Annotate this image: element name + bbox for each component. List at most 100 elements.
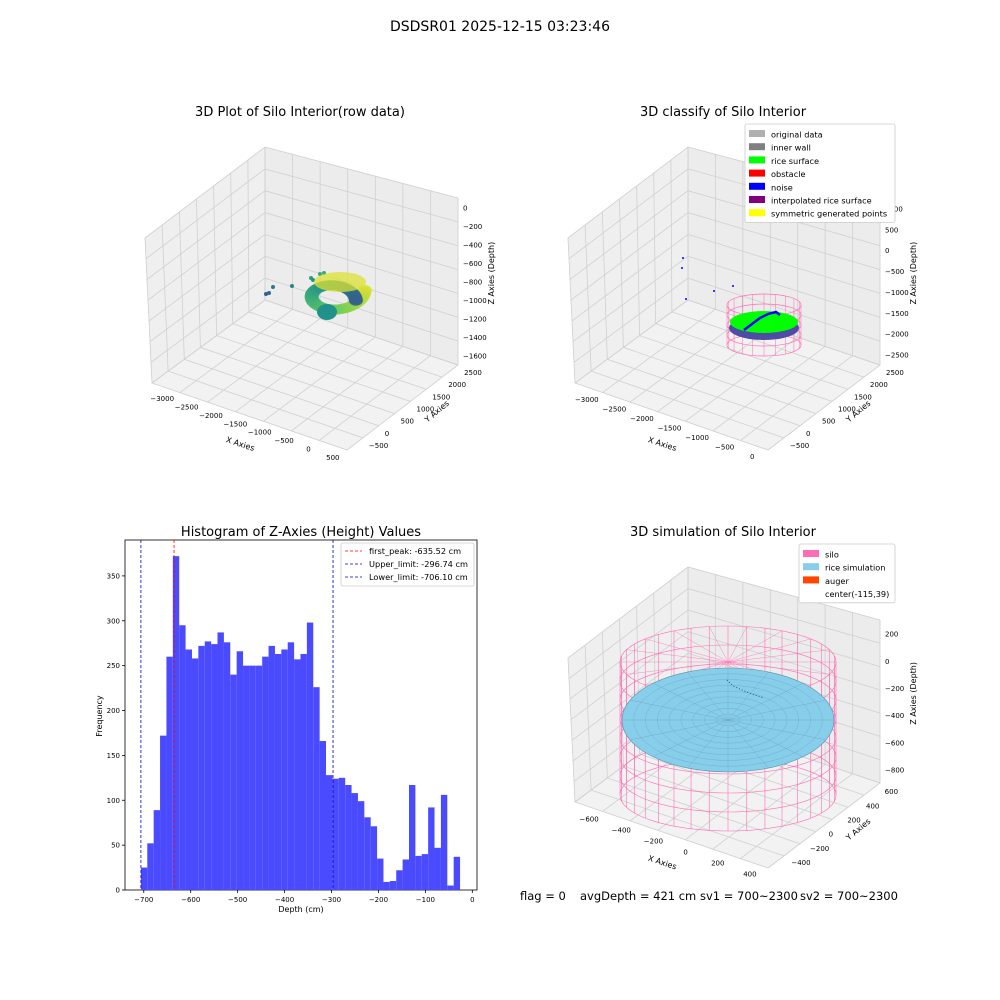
cls-grid-y bbox=[653, 172, 849, 390]
raw-xtick-label: −500 bbox=[274, 437, 293, 445]
cls-legend-swatch bbox=[749, 169, 765, 177]
cls-grid-y bbox=[601, 211, 801, 427]
histogram-legend-label: Upper_limit: -296.74 cm bbox=[369, 559, 468, 569]
cls-ytick-label: 2000 bbox=[870, 381, 888, 389]
sim-xtick-label: −400 bbox=[612, 827, 631, 835]
histogram-bar bbox=[281, 649, 288, 890]
raw-noise-point bbox=[311, 278, 315, 282]
sim-legend-label: rice simulation bbox=[825, 563, 885, 573]
raw-noise-point bbox=[271, 285, 275, 289]
sim-ytick-label: −400 bbox=[791, 859, 810, 867]
footer-sv2: sv2 = 700~2300 bbox=[800, 889, 898, 903]
histogram-ytick-label: 0 bbox=[116, 887, 120, 895]
cls-xlabel: X Axies bbox=[647, 435, 678, 453]
raw-ytick-label: 0 bbox=[385, 430, 389, 438]
histogram-ytick-label: 150 bbox=[107, 752, 120, 760]
footer-avg-depth: avgDepth = 421 cm bbox=[580, 889, 696, 903]
sim-ztick-label: 200 bbox=[885, 631, 898, 639]
cls-legend-swatch bbox=[749, 130, 765, 137]
cls-legend-frame bbox=[744, 123, 896, 223]
histogram-bar bbox=[262, 656, 269, 890]
sim-ytick-label: 200 bbox=[847, 816, 860, 824]
sim-xtick-label: 200 bbox=[711, 860, 724, 868]
raw-grid-y bbox=[213, 185, 411, 402]
cls-xtick-label: 0 bbox=[750, 453, 754, 461]
cls-legend-label: symmetric generated points bbox=[771, 209, 887, 219]
histogram-bar bbox=[236, 651, 244, 890]
panel-raw-title: 3D Plot of Silo Interior(row data) bbox=[195, 105, 405, 120]
raw-ytick-label: 2500 bbox=[464, 369, 482, 377]
sim-rice-mesh-spoke bbox=[630, 699, 729, 721]
panel-histogram: Histogram of Z-Axies (Height) Values −70… bbox=[95, 525, 478, 914]
cls-xtick-label: −1000 bbox=[685, 434, 709, 442]
cls-ztick-label: −500 bbox=[885, 268, 904, 276]
histogram-xtick-label: −200 bbox=[369, 896, 388, 904]
histogram-bar bbox=[434, 847, 441, 890]
sim-rice-mesh-spoke bbox=[727, 699, 826, 721]
raw-ytick-label: 500 bbox=[401, 418, 414, 426]
histogram-bar bbox=[396, 870, 403, 890]
sim-ztick-label: −800 bbox=[885, 766, 904, 774]
cls-grid-y bbox=[619, 198, 817, 414]
histogram-bar bbox=[166, 656, 173, 890]
cls-ztick-label: −1500 bbox=[885, 310, 909, 318]
histogram-ylabel: Frequency bbox=[95, 695, 104, 737]
sim-ztick-label: 0 bbox=[885, 658, 889, 666]
sim-ytick-label: 0 bbox=[829, 831, 833, 839]
cls-ytick-label: 1000 bbox=[838, 406, 856, 414]
sim-rice-mesh-spoke bbox=[727, 671, 769, 721]
raw-noise-point bbox=[290, 284, 294, 288]
histogram-bar bbox=[357, 801, 365, 890]
cls-noise-point bbox=[732, 285, 734, 287]
raw-xtick-label: −1000 bbox=[248, 429, 272, 437]
raw-xtick-label: 0 bbox=[306, 445, 310, 453]
sim-rice-mesh-spoke bbox=[652, 683, 729, 721]
raw-xtick-label: 500 bbox=[326, 454, 339, 462]
sim-rice-mesh-spoke bbox=[652, 719, 729, 757]
footer-flag: flag = 0 bbox=[520, 889, 566, 903]
histogram-title: Histogram of Z-Axies (Height) Values bbox=[181, 525, 421, 540]
histogram-bar bbox=[402, 859, 409, 890]
sim-legend-swatch bbox=[803, 563, 819, 571]
sim-rice-mesh-spoke bbox=[630, 719, 729, 741]
sim-rice-mesh-spoke bbox=[727, 719, 826, 741]
cls-ztick-label: −1000 bbox=[885, 289, 909, 297]
cls-xtick-label: −2000 bbox=[630, 415, 654, 423]
sim-silo-spoke bbox=[727, 638, 811, 663]
cls-noise-band bbox=[743, 310, 781, 331]
sim-legend-label: auger bbox=[825, 576, 849, 586]
panel-simulation-title: 3D simulation of Silo Interior bbox=[630, 525, 817, 540]
raw-xtick-label: −2500 bbox=[175, 404, 199, 412]
raw-ztick-label: 0 bbox=[463, 204, 467, 212]
cls-legend-label: noise bbox=[771, 182, 793, 192]
cls-zlabel: Z Axies (Depth) bbox=[909, 242, 918, 305]
histogram-bar bbox=[243, 665, 250, 890]
sim-legend-swatch bbox=[803, 550, 819, 557]
cls-legend-label: inner wall bbox=[771, 143, 811, 153]
cls-ytick-label: 500 bbox=[822, 418, 835, 426]
cls-noise-point bbox=[682, 257, 684, 259]
histogram-bar bbox=[268, 645, 275, 890]
cls-ztick-label: 500 bbox=[885, 226, 898, 234]
sim-rice-mesh-spoke bbox=[727, 719, 804, 757]
cls-legend-swatch bbox=[749, 196, 765, 203]
histogram-ytick-label: 250 bbox=[107, 662, 120, 670]
raw-ztick-label: −200 bbox=[463, 223, 482, 231]
histogram-xlabel: Depth (cm) bbox=[278, 905, 323, 914]
raw-ytick-label: 1000 bbox=[417, 406, 435, 414]
histogram-bar bbox=[300, 653, 307, 890]
sim-legend-swatch bbox=[803, 576, 819, 584]
sim-xtick-label: −200 bbox=[644, 838, 663, 846]
sim-zlabel: Z Axies (Depth) bbox=[909, 662, 918, 725]
cls-xtick-label: −500 bbox=[715, 444, 734, 452]
histogram-bar bbox=[249, 665, 256, 890]
histogram-bar bbox=[332, 778, 339, 890]
sim-xtick-label: 400 bbox=[743, 871, 756, 879]
histogram-legend-frame bbox=[340, 542, 475, 587]
histogram-bar bbox=[294, 659, 301, 890]
histogram-bar bbox=[364, 817, 371, 890]
cls-legend-swatch bbox=[749, 209, 765, 217]
histogram-ytick-label: 300 bbox=[107, 617, 120, 625]
raw-noise-point bbox=[267, 291, 271, 295]
cls-ztick-label: −2000 bbox=[885, 331, 909, 339]
